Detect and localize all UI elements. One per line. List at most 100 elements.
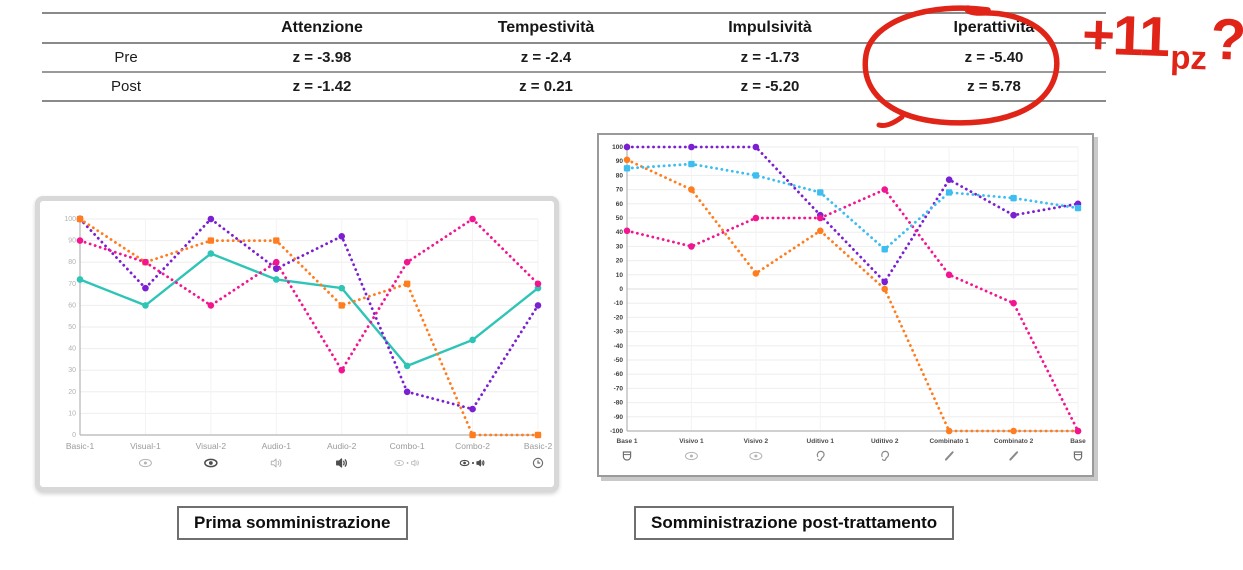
y-tick-label: -20 xyxy=(614,314,624,321)
y-tick-label: -10 xyxy=(614,300,624,307)
row-label-pre: Pre xyxy=(42,43,210,73)
y-tick-label: 10 xyxy=(616,272,624,279)
eye-outline-icon xyxy=(138,458,152,468)
data-point xyxy=(816,214,824,222)
x-category-label: Audio-2 xyxy=(327,441,357,451)
grid xyxy=(626,146,1079,432)
data-point xyxy=(403,362,411,370)
data-point xyxy=(816,227,824,235)
data-point xyxy=(469,431,476,439)
x-category-label: Combo-2 xyxy=(455,441,490,451)
grid xyxy=(79,218,539,436)
y-tick-label: -70 xyxy=(614,385,624,392)
y-tick-label: -50 xyxy=(614,357,624,364)
x-category-label: Visivo 1 xyxy=(679,438,704,445)
data-point xyxy=(623,156,631,164)
x-category-label: Visual-1 xyxy=(130,441,161,451)
data-point xyxy=(752,214,760,222)
post-impulsivita: z = -5.20 xyxy=(740,78,800,95)
row-label-post: Post xyxy=(110,78,141,95)
ear-icon xyxy=(881,450,890,461)
data-point xyxy=(76,276,84,283)
data-point xyxy=(688,186,695,193)
y-tick-label: 0 xyxy=(619,286,623,293)
chart-panel-pre: 0 10 20 30 40 50 60 70 80 90 100 Basic-1 Visual-1 Vis… xyxy=(35,196,559,492)
series-teal-solid xyxy=(76,250,542,370)
data-point xyxy=(142,258,149,266)
cup-icon xyxy=(1073,451,1083,461)
eye-outline-icon xyxy=(684,451,698,461)
y-tick-label: 80 xyxy=(68,259,76,266)
x-category-label: Combo-1 xyxy=(390,441,425,451)
series-magenta-dotted xyxy=(623,186,1082,435)
data-point xyxy=(752,172,760,179)
chart-panel-post: -100 -90 -80 -70 -60 -50 -40 -30 -20 -10 0 10 20 30 40… xyxy=(597,133,1094,477)
caption-prima-somministrazione: Prima somministrazione xyxy=(177,506,408,540)
axes xyxy=(626,143,1078,432)
post-tempestivita: z = 0.21 xyxy=(519,78,573,95)
y-tick-label: 50 xyxy=(616,215,624,222)
series-magenta-dotted xyxy=(76,215,542,374)
table-header-tempestivita: Tempestività xyxy=(434,13,658,44)
data-point xyxy=(1074,204,1082,212)
x-category-label: Visual-2 xyxy=(196,441,227,451)
y-tick-label: -90 xyxy=(614,414,624,421)
data-point xyxy=(881,278,889,286)
axes xyxy=(79,215,538,436)
data-point xyxy=(623,227,631,235)
data-point xyxy=(817,189,824,196)
data-point xyxy=(142,302,149,309)
table-row-pre: Pre z = -3.98 z = -2.4 z = -1.73 z = -5.… xyxy=(42,43,1106,73)
caption-somministrazione-post: Somministrazione post-trattamento xyxy=(634,506,955,540)
data-point xyxy=(881,246,888,253)
data-point xyxy=(403,258,411,266)
post-iperattivita: z = 5.78 xyxy=(967,78,1021,95)
y-tick-label: 20 xyxy=(68,389,76,396)
pre-impulsivita: z = -1.73 xyxy=(658,43,882,73)
pencil-icon xyxy=(1009,451,1019,461)
data-point xyxy=(469,336,476,344)
series-cyan-dotted xyxy=(623,160,1082,253)
data-point xyxy=(403,388,411,396)
y-tick-label: 90 xyxy=(616,158,624,165)
x-category-label: Combinato 1 xyxy=(929,438,969,445)
data-point xyxy=(945,189,953,196)
table-header-impulsivita: Impulsività xyxy=(658,13,882,44)
data-point xyxy=(881,285,889,293)
x-category-label: Basic-2 xyxy=(524,441,553,451)
y-tick-label: 0 xyxy=(72,432,76,439)
data-point xyxy=(534,280,542,288)
data-point xyxy=(272,265,280,272)
data-point xyxy=(207,237,215,244)
y-tick-label: 100 xyxy=(612,144,623,151)
results-table: Attenzione Tempestività Impulsività Iper… xyxy=(42,12,1106,102)
y-tick-label: 70 xyxy=(616,187,624,194)
data-point xyxy=(272,276,280,283)
data-point xyxy=(1010,299,1017,307)
y-tick-label: 60 xyxy=(68,302,76,309)
data-point xyxy=(142,284,149,292)
table-row-post: Post z = -1.42 z = 0.21 z = -5.20 z = 5.… xyxy=(42,72,1106,101)
y-axis-labels: -100-90-80-70-60-50-40-30-20-10010203040… xyxy=(610,144,623,435)
x-category-label: Base xyxy=(1070,438,1086,445)
data-point xyxy=(623,165,631,172)
y-tick-label: 90 xyxy=(68,238,76,245)
pre-tempestivita: z = -2.4 xyxy=(434,43,658,73)
data-point xyxy=(207,215,215,223)
y-tick-label: 30 xyxy=(616,243,624,250)
speaker-outline-icon xyxy=(270,458,282,468)
series-purple-dotted xyxy=(623,143,1082,286)
data-point xyxy=(688,160,695,168)
data-point xyxy=(688,143,695,151)
note-pz: pz xyxy=(1169,38,1208,77)
data-point xyxy=(945,271,953,279)
y-tick-label: 20 xyxy=(616,258,624,265)
data-point xyxy=(76,215,84,223)
x-category-label: Uditivo 1 xyxy=(807,438,835,445)
table-header-iperattivita: Iperattività xyxy=(882,13,1106,44)
data-point xyxy=(338,366,346,374)
table-header-row: Attenzione Tempestività Impulsività Iper… xyxy=(42,13,1106,44)
x-axis-labels: Basic-1 Visual-1 Visual-2 Audio-1 Audio-2 Com… xyxy=(66,441,553,469)
data-point xyxy=(1074,427,1082,435)
y-axis-labels: 0 10 20 30 40 50 60 70 80 90 100 xyxy=(64,216,76,439)
